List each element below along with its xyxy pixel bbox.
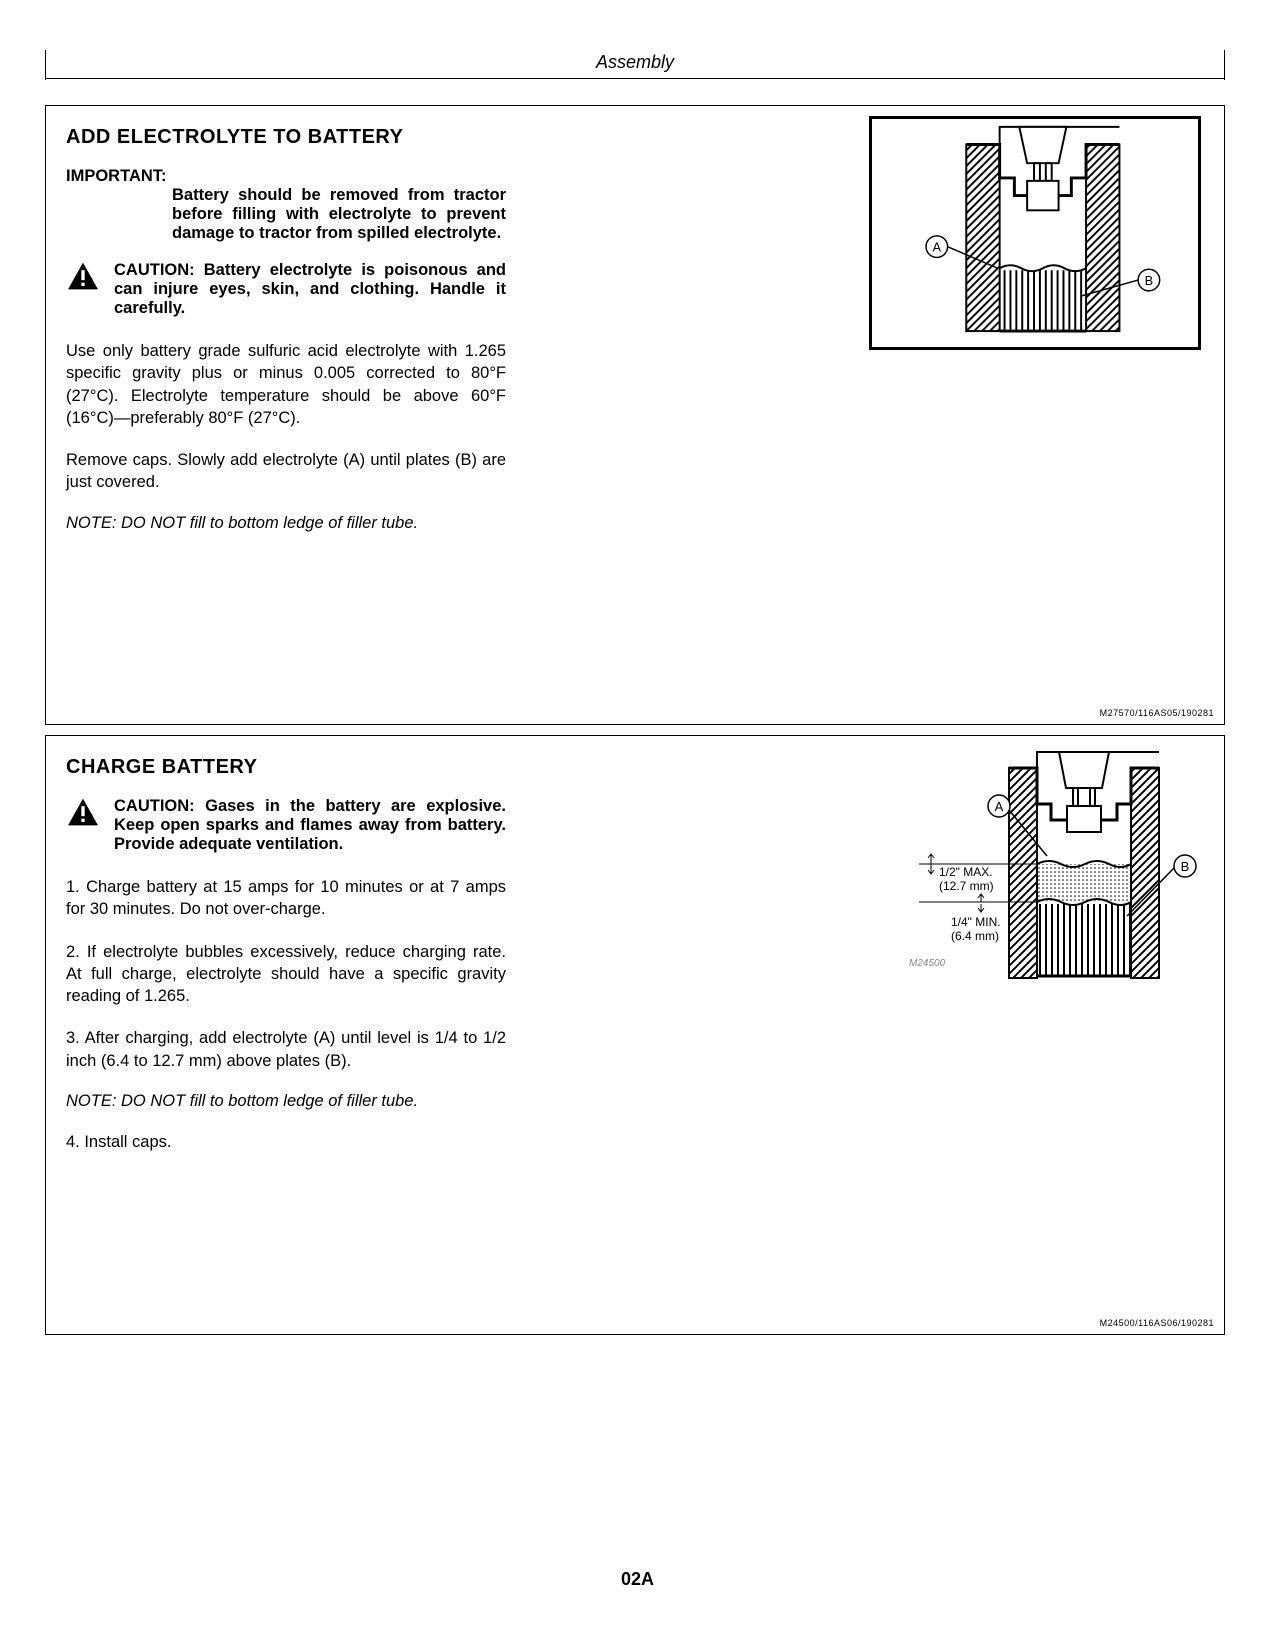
page-number: 02A — [0, 1569, 1275, 1590]
section1-title: ADD ELECTROLYTE TO BATTERY — [66, 126, 506, 149]
section2-text-column: CHARGE BATTERY CAUTION: Gases in the bat… — [46, 736, 516, 1183]
important-label: IMPORTANT: — [66, 167, 167, 185]
page-header-title: Assembly — [596, 52, 674, 72]
min-label-1: 1/4" MIN. — [951, 915, 1001, 929]
section2-p4: 4. Install caps. — [66, 1131, 506, 1153]
caution-block-1: CAUTION: Battery electrolyte is poisonou… — [66, 261, 506, 318]
important-note: IMPORTANT: Battery should be removed fro… — [66, 167, 506, 243]
caution-text-1: CAUTION: Battery electrolyte is poisonou… — [114, 261, 506, 318]
caution-text-2: CAUTION: Gases in the battery are explos… — [114, 797, 506, 854]
important-text: Battery should be removed from tractor b… — [172, 186, 506, 243]
section2-ref: M24500/116AS06/190281 — [1100, 1318, 1214, 1328]
section1-note: NOTE: DO NOT fill to bottom ledge of fil… — [66, 514, 506, 533]
section1-p2: Remove caps. Slowly add electrolyte (A) … — [66, 449, 506, 494]
caution-label-2: CAUTION: — [114, 797, 195, 815]
svg-text:B: B — [1145, 273, 1154, 288]
section1-text-column: ADD ELECTROLYTE TO BATTERY IMPORTANT: Ba… — [46, 106, 516, 563]
caution-label-1: CAUTION: — [114, 261, 195, 279]
caution-block-2: CAUTION: Gases in the battery are explos… — [66, 797, 506, 854]
battery-svg-2: 1/2" MAX. (12.7 mm) 1/4" MIN. (6.4 mm) M… — [869, 746, 1201, 996]
svg-text:B: B — [1181, 859, 1190, 874]
section-charge-battery: CHARGE BATTERY CAUTION: Gases in the bat… — [45, 735, 1225, 1335]
section2-note: NOTE: DO NOT fill to bottom ledge of fil… — [66, 1092, 506, 1111]
page-header: Assembly — [45, 50, 1225, 80]
section2-title: CHARGE BATTERY — [66, 756, 506, 779]
section2-p2: 2. If electrolyte bubbles excessively, r… — [66, 941, 506, 1008]
max-label-2: (12.7 mm) — [939, 879, 994, 893]
section1-ref: M27570/116AS05/190281 — [1100, 708, 1214, 718]
section2-p3: 3. After charging, add electrolyte (A) u… — [66, 1027, 506, 1072]
section-add-electrolyte: ADD ELECTROLYTE TO BATTERY IMPORTANT: Ba… — [45, 105, 1225, 725]
warning-icon — [66, 797, 100, 854]
battery-cell-diagram-2: 1/2" MAX. (12.7 mm) 1/4" MIN. (6.4 mm) M… — [869, 746, 1201, 996]
warning-icon — [66, 261, 100, 318]
svg-text:A: A — [995, 799, 1004, 814]
section2-diagram-column: 1/2" MAX. (12.7 mm) 1/4" MIN. (6.4 mm) M… — [869, 736, 1224, 1006]
battery-svg-1: A B — [872, 119, 1198, 347]
max-label-1: 1/2" MAX. — [939, 865, 993, 879]
header-rule — [45, 78, 1225, 79]
section1-diagram-column: A B — [869, 106, 1224, 360]
svg-text:A: A — [933, 240, 942, 255]
section1-p1: Use only battery grade sulfuric acid ele… — [66, 340, 506, 429]
diagram-code: M24500 — [909, 958, 946, 969]
battery-cell-diagram-1: A B — [869, 116, 1201, 350]
min-label-2: (6.4 mm) — [951, 929, 999, 943]
section2-p1: 1. Charge battery at 15 amps for 10 minu… — [66, 876, 506, 921]
